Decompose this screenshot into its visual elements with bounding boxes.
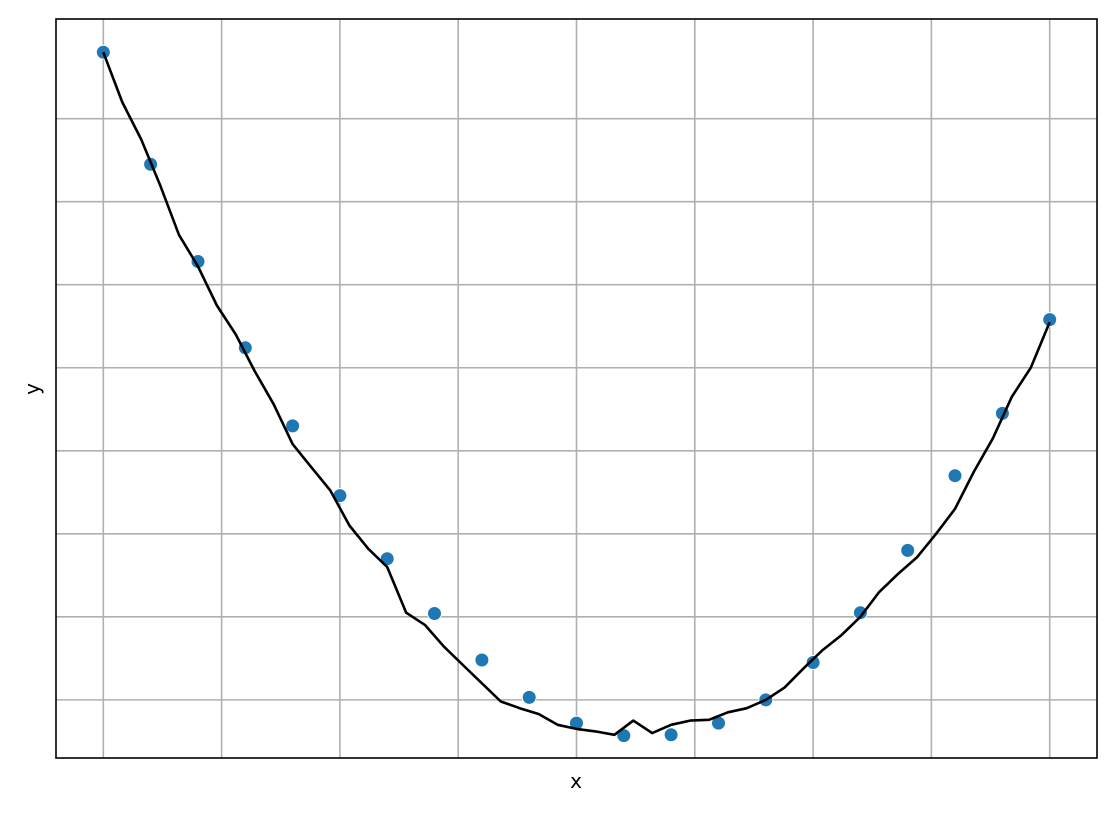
- scatter-point: [285, 418, 301, 434]
- scatter-series: [95, 44, 1058, 744]
- grid: [56, 19, 1097, 758]
- scatter-point: [1042, 312, 1058, 328]
- scatter-point: [852, 605, 868, 621]
- scatter-point: [474, 652, 490, 668]
- scatter-point: [947, 468, 963, 484]
- scatter-point: [521, 689, 537, 705]
- scatter-point: [427, 606, 442, 621]
- scatter-point: [805, 655, 821, 670]
- plot-frame: [55, 18, 1098, 759]
- x-axis-label: x: [570, 769, 582, 793]
- y-axis-label: y: [20, 383, 44, 395]
- line-series: [102, 51, 1051, 737]
- scatter-point: [900, 542, 916, 558]
- scatter-point: [663, 727, 679, 743]
- fit-line: [102, 51, 1051, 737]
